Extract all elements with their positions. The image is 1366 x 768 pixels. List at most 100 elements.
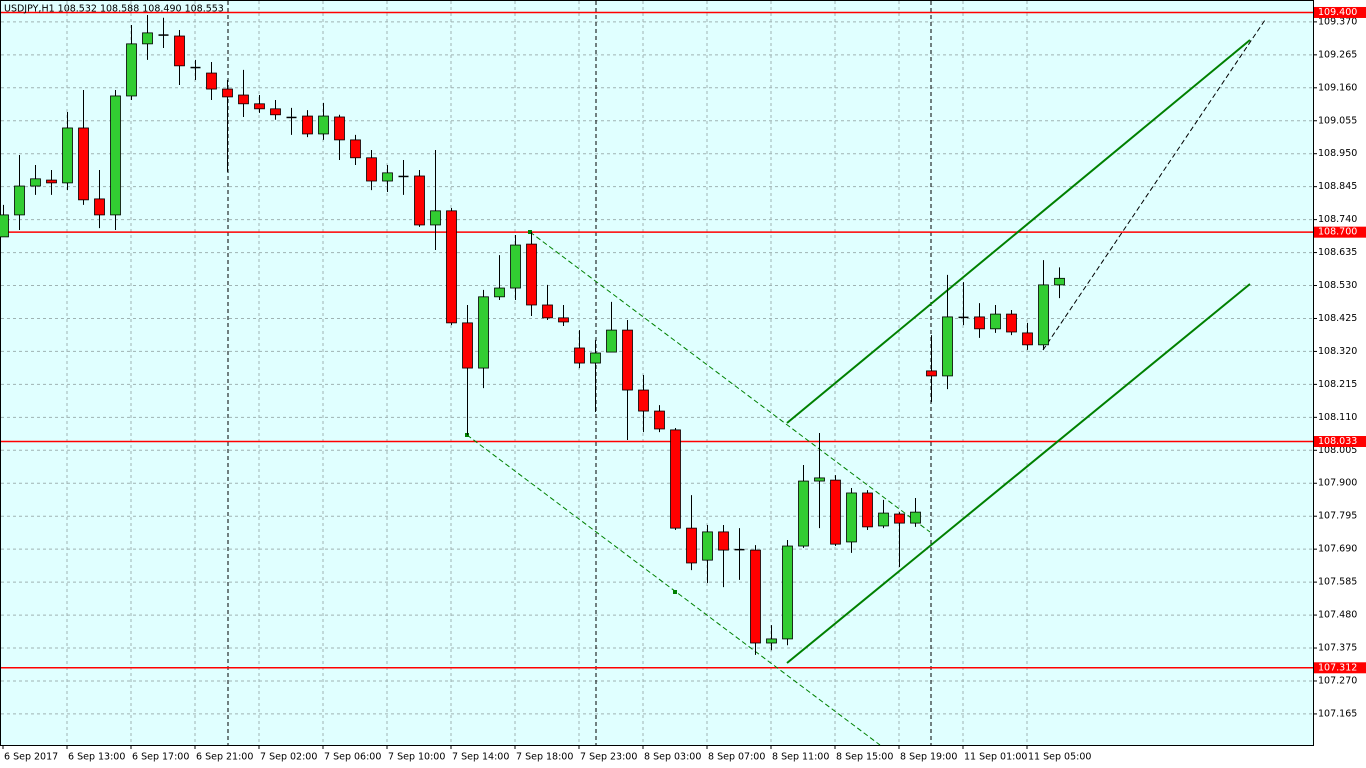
- level-label-box: [1314, 436, 1366, 448]
- candle-body: [62, 127, 73, 184]
- candle-body: [14, 185, 25, 216]
- candle-body: [558, 317, 569, 323]
- candle-body: [350, 139, 361, 159]
- candle-body: [1054, 277, 1065, 286]
- candle-body: [702, 531, 713, 561]
- axes: 109.370 109.265 109.160 109.055 108.950 108.8…: [2, 6, 1366, 763]
- candle-body: [478, 296, 489, 369]
- x-tick-label: 8 Sep 07:00: [708, 752, 765, 763]
- x-tick-label: 7 Sep 14:00: [452, 752, 509, 763]
- candle-body: [238, 94, 249, 105]
- y-tick-label: 107.375: [1318, 643, 1357, 654]
- projection-line: [1042, 19, 1266, 351]
- candle-body: [446, 210, 457, 324]
- candle-body: [1022, 332, 1033, 346]
- candle-body: [542, 304, 553, 319]
- candle-body: [846, 492, 857, 543]
- level-label-box: [1314, 6, 1366, 18]
- x-tick-label: 8 Sep 19:00: [900, 752, 957, 763]
- candle-body: [30, 178, 41, 187]
- candle-body: [622, 329, 633, 391]
- candle-body: [670, 429, 681, 529]
- y-tick-label: 107.165: [1318, 708, 1357, 719]
- candle-body: [174, 35, 185, 67]
- y-tick-label: 107.585: [1318, 577, 1357, 588]
- candles: [0, 14, 1065, 655]
- y-tick-label: 108.425: [1318, 313, 1357, 324]
- x-tick-label: 7 Sep 06:00: [324, 752, 381, 763]
- candle-body: [830, 479, 841, 545]
- candle-body: [494, 287, 505, 298]
- anchor-point: [465, 433, 469, 437]
- x-tick-label: 7 Sep 02:00: [260, 752, 317, 763]
- y-tick-label: 108.950: [1318, 148, 1357, 159]
- y-tick-label: 108.530: [1318, 280, 1357, 291]
- candle-body: [782, 545, 793, 640]
- candle-body: [382, 172, 393, 182]
- candle-body: [590, 352, 601, 364]
- y-tick-label: 107.795: [1318, 511, 1357, 522]
- x-tick-label: 7 Sep 23:00: [580, 752, 637, 763]
- y-tick-label: 107.690: [1318, 544, 1357, 555]
- trend-lines: [465, 19, 1266, 746]
- candle-body: [990, 313, 1001, 330]
- grid: [1, 1, 1313, 745]
- candle-body: [606, 329, 617, 353]
- y-tick-label: 108.005: [1318, 445, 1357, 456]
- x-tick-label: 8 Sep 11:00: [772, 752, 829, 763]
- candle-body: [206, 72, 217, 90]
- y-tick-label: 109.370: [1318, 16, 1357, 27]
- channel-line: [786, 39, 1251, 424]
- candle-body: [318, 115, 329, 135]
- candle-body: [766, 638, 777, 644]
- x-tick-label: 11 Sep 01:00: [964, 752, 1027, 763]
- anchor-point: [528, 230, 532, 234]
- candle-body: [78, 127, 89, 201]
- y-tick-label: 108.845: [1318, 181, 1357, 192]
- candle-body: [798, 480, 809, 547]
- y-tick-label: 107.480: [1318, 610, 1357, 621]
- candle-body: [334, 116, 345, 141]
- chart-title: USDJPY,H1 108.532 108.588 108.490 108.55…: [4, 4, 224, 15]
- y-tick-label: 109.160: [1318, 82, 1357, 93]
- channel-line: [786, 283, 1251, 664]
- y-tick-label: 108.740: [1318, 214, 1357, 225]
- plot-area: [0, 0, 1314, 746]
- x-tick-label: 6 Sep 2017: [4, 752, 58, 763]
- candle-body: [574, 347, 585, 364]
- channel-line: [529, 231, 931, 533]
- x-tick-label: 6 Sep 13:00: [68, 752, 125, 763]
- level-label: 107.312: [1318, 662, 1357, 673]
- x-tick-label: 7 Sep 10:00: [388, 752, 445, 763]
- candle-body: [814, 477, 825, 482]
- level-label: 109.400: [1318, 7, 1357, 18]
- y-tick-label: 107.900: [1318, 478, 1357, 489]
- x-tick-label: 6 Sep 17:00: [132, 752, 189, 763]
- candle-body: [654, 410, 665, 430]
- candle-body: [878, 512, 889, 527]
- candle-body: [926, 370, 937, 377]
- candle-body: [302, 115, 313, 135]
- x-tick-label: 8 Sep 03:00: [644, 752, 701, 763]
- candle-body: [862, 492, 873, 528]
- x-tick-label: 11 Sep 05:00: [1028, 752, 1091, 763]
- level-label: 108.033: [1318, 436, 1357, 447]
- levels: [1, 11, 1313, 669]
- candle-body: [46, 179, 57, 184]
- candle-body: [254, 103, 265, 110]
- candle-body: [1006, 313, 1017, 333]
- candle-body: [110, 95, 121, 216]
- level-label-box: [1314, 226, 1366, 238]
- candle-body: [510, 244, 521, 289]
- candle-body: [894, 513, 905, 524]
- y-tick-label: 109.265: [1318, 49, 1357, 60]
- candle-body: [366, 157, 377, 182]
- candle-body: [718, 531, 729, 551]
- candle-body: [910, 511, 921, 524]
- candle-body: [974, 316, 985, 330]
- level-label: 108.700: [1318, 227, 1357, 238]
- candle-body: [222, 88, 233, 98]
- y-tick-label: 107.270: [1318, 675, 1357, 686]
- candle-body: [686, 527, 697, 564]
